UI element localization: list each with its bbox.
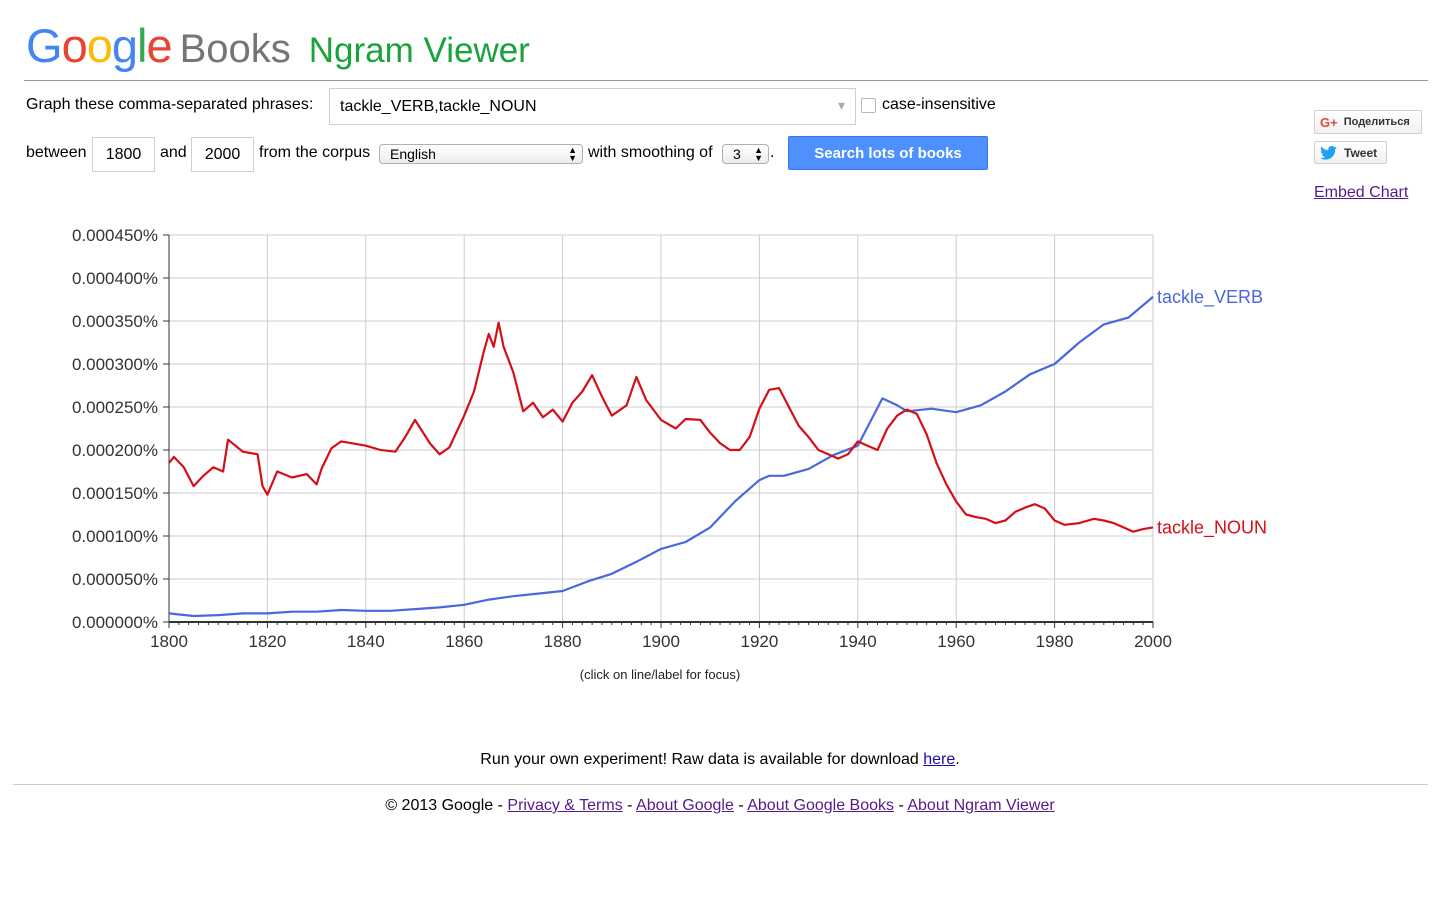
start-year-input[interactable]: 1800: [92, 137, 155, 172]
header-divider: [24, 80, 1428, 81]
y-tick-label: 0.000200%: [72, 441, 158, 460]
y-tick-label: 0.000050%: [72, 570, 158, 589]
smoothing-label: with smoothing of: [588, 144, 713, 161]
separator: -: [622, 797, 637, 814]
smoothing-select[interactable]: 3 ▲ ▼: [722, 144, 769, 164]
end-year-value: 2000: [204, 145, 241, 163]
phrases-value: tackle_VERB,tackle_NOUN: [340, 97, 537, 115]
about-google-link[interactable]: About Google: [636, 797, 734, 814]
series-label-tackle-verb[interactable]: tackle_VERB: [1157, 287, 1263, 308]
x-tick-label: 1960: [937, 632, 975, 651]
input-tools-icon[interactable]: ▾: [837, 97, 845, 113]
y-axis: 0.000000% 0.000050% 0.000100% 0.000150% 0.00…: [72, 226, 170, 632]
phrases-label: Graph these comma-separated phrases:: [26, 96, 314, 113]
tweet-button[interactable]: Tweet: [1314, 141, 1387, 164]
logo-books: Books: [179, 27, 291, 71]
share-label: Поделиться: [1343, 116, 1410, 128]
y-tick-label: 0.000400%: [72, 269, 158, 288]
download-here-link[interactable]: here: [923, 751, 956, 768]
twitter-bird-icon: [1320, 145, 1337, 160]
corpus-label: from the corpus: [259, 144, 371, 161]
series-label-tackle-noun[interactable]: tackle_NOUN: [1157, 517, 1267, 538]
chart-grid: [168, 234, 1154, 623]
end-year-input[interactable]: 2000: [191, 137, 254, 172]
x-axis: 1800 1820 1840 1860 1880 1900 1920 1940 1960 1980…: [150, 621, 1172, 651]
x-tick-label: 2000: [1134, 632, 1172, 651]
about-ngram-viewer-link[interactable]: About Ngram Viewer: [907, 797, 1055, 814]
footer-links: © 2013 Google - Privacy & Terms - About …: [0, 797, 1440, 815]
select-arrows-icon: ▲ ▼: [568, 145, 577, 163]
ngram-chart: 0.000000% 0.000050% 0.000100% 0.000150% 0.00…: [72, 226, 1267, 651]
phrases-input[interactable]: tackle_VERB,tackle_NOUN ▾: [329, 88, 856, 125]
corpus-value: English: [390, 146, 436, 162]
x-tick-label: 1840: [347, 632, 385, 651]
y-tick-label: 0.000100%: [72, 527, 158, 546]
separator: -: [894, 797, 908, 814]
series-line-tackle-noun: [168, 321, 1154, 533]
embed-chart-link[interactable]: Embed Chart: [1314, 184, 1409, 201]
start-year-value: 1800: [105, 145, 142, 163]
separator: -: [733, 797, 748, 814]
case-insensitive-checkbox[interactable]: [861, 98, 876, 113]
x-tick-label: 1900: [642, 632, 680, 651]
footer-divider: [13, 784, 1428, 785]
x-tick-label: 1980: [1036, 632, 1074, 651]
period: .: [770, 144, 775, 161]
x-tick-label: 1880: [544, 632, 582, 651]
y-tick-label: 0.000300%: [72, 355, 158, 374]
between-label: between: [26, 144, 87, 161]
x-tick-label: 1860: [445, 632, 483, 651]
y-tick-label: 0.000350%: [72, 312, 158, 331]
experiment-text: Run your own experiment! Raw data is ava…: [480, 751, 924, 768]
about-google-books-link[interactable]: About Google Books: [747, 797, 894, 814]
smoothing-value: 3: [733, 146, 741, 162]
tweet-label: Tweet: [1344, 145, 1378, 160]
x-tick-label: 1920: [740, 632, 778, 651]
chart-hint: (click on line/label for focus): [579, 667, 741, 682]
series-labels: tackle_VERB tackle_NOUN: [1157, 287, 1267, 538]
experiment-line: Run your own experiment! Raw data is ava…: [0, 751, 1440, 769]
x-tick-label: 1800: [150, 632, 188, 651]
y-tick-label: 0.000000%: [72, 613, 158, 632]
corpus-select[interactable]: English ▲ ▼: [379, 144, 583, 164]
app-title: Ngram Viewer: [308, 31, 530, 70]
experiment-end: .: [955, 751, 960, 768]
copyright: © 2013 Google -: [385, 797, 508, 814]
and-label: and: [160, 144, 187, 161]
y-tick-label: 0.000250%: [72, 398, 158, 417]
search-button[interactable]: Search lots of books: [788, 136, 988, 170]
case-insensitive-label: case-insensitive: [882, 96, 996, 113]
series-line-tackle-verb: [168, 296, 1154, 618]
google-books-logo[interactable]: Google Books Ngram Viewer: [26, 18, 530, 74]
select-arrows-icon: ▲ ▼: [754, 145, 763, 163]
y-tick-label: 0.000450%: [72, 226, 158, 245]
logo-google: Google: [26, 19, 173, 72]
x-tick-label: 1820: [248, 632, 286, 651]
x-tick-label: 1940: [839, 632, 877, 651]
google-plus-icon: G+: [1320, 114, 1338, 130]
y-tick-label: 0.000150%: [72, 484, 158, 503]
google-plus-share-button[interactable]: G+ Поделиться: [1314, 110, 1422, 134]
privacy-terms-link[interactable]: Privacy & Terms: [507, 797, 623, 814]
chart-lines: [168, 296, 1154, 618]
